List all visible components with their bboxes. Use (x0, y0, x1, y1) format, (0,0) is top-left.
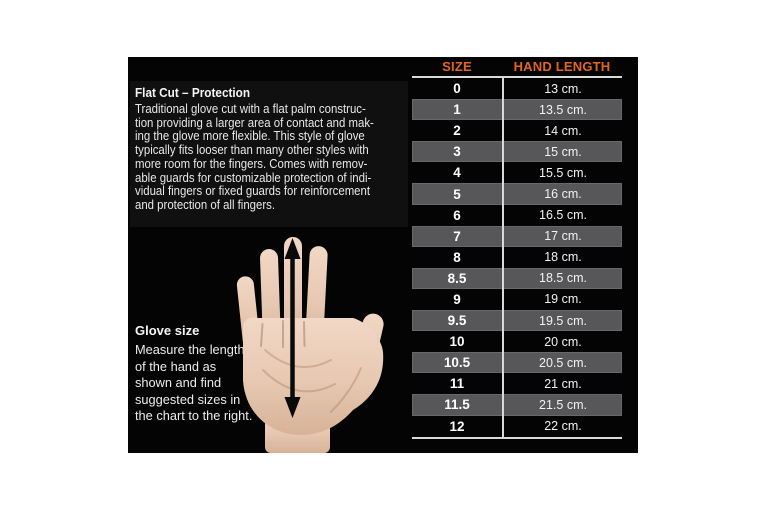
text-line: the chart to the right. (135, 408, 253, 424)
table-row: 3 15 cm. (412, 141, 622, 163)
table-row: 8.5 18.5 cm. (412, 267, 622, 289)
text-line: and protection of all fingers. (135, 197, 276, 212)
size-cell: 4 (453, 165, 461, 181)
hand-shape (236, 237, 384, 453)
size-cell: 6 (453, 207, 461, 223)
hand-length-cell: 15 cm. (502, 141, 622, 163)
measurement-arrow-icon (284, 238, 301, 418)
size-cell: 3 (453, 144, 461, 160)
table-row: 2 14 cm. (412, 120, 622, 142)
table-row: 4 15.5 cm. (412, 162, 622, 184)
table-row: 10.5 20.5 cm. (412, 352, 622, 374)
table-row: 9 19 cm. (412, 288, 622, 311)
table-row: 12 22 cm. (412, 415, 622, 437)
hand-length-cell: 15.5 cm. (502, 162, 622, 184)
table-row: 6 16.5 cm. (412, 204, 622, 226)
size-cell: 9 (453, 291, 461, 307)
hand-length-cell: 22 cm. (502, 415, 622, 437)
size-cell: 8.5 (447, 270, 467, 286)
table-row: 10 20 cm. (412, 331, 622, 353)
hand-length-cell: 17 cm. (502, 225, 622, 247)
table-row: 0 13 cm. (412, 78, 622, 100)
text-line: Traditional glove cut with a flat palm c… (135, 102, 366, 116)
header-size-label: SIZE (442, 59, 472, 74)
size-cell: 11.5 (444, 397, 470, 413)
text-line: Measure the length (135, 342, 245, 357)
table-row: 11 21 cm. (412, 373, 622, 395)
size-cell: 8 (453, 249, 461, 265)
flat-cut-heading: Flat Cut – Protection (135, 85, 251, 100)
hand-length-cell: 20 cm. (502, 331, 622, 353)
size-cell: 10.5 (443, 355, 471, 371)
size-cell: 7 (453, 228, 461, 244)
size-cell: 12 (449, 418, 465, 434)
hand-length-cell: 19.5 cm. (502, 310, 622, 332)
hand-length-cell: 21 cm. (502, 373, 622, 395)
hand-length-cell: 16 cm. (502, 183, 622, 205)
size-table: SIZE HAND LENGTH 0 13 cm. 1 13.5 cm. 2 14 cm.… (412, 57, 622, 439)
size-table-header: SIZE HAND LENGTH (412, 57, 622, 78)
glove-size-heading: Glove size (135, 323, 200, 338)
size-cell: 10 (449, 334, 465, 350)
glove-size-paragraph: Measure the length of the hand as shown an… (135, 342, 275, 425)
flat-cut-background-box (130, 81, 408, 227)
text-line: shown and find (135, 375, 222, 391)
text-line: suggested sizes in (135, 391, 241, 407)
hand-length-cell: 16.5 cm. (502, 204, 622, 226)
size-cell: 11 (449, 376, 465, 392)
text-line: able guards for customizable protection … (135, 170, 372, 185)
hand-length-cell: 20.5 cm. (502, 352, 622, 374)
size-cell: 2 (453, 123, 461, 139)
size-cell: 1 (453, 102, 461, 118)
size-cell: 5 (453, 186, 461, 202)
table-row: 8 18 cm. (412, 246, 622, 268)
text-line: typically fits looser than many other st… (135, 143, 369, 158)
table-row: 5 16 cm. (412, 183, 622, 205)
hand-length-cell: 14 cm. (502, 120, 622, 142)
infographic-panel: Flat Cut – Protection Traditional glove … (128, 57, 638, 453)
table-row: 1 13.5 cm. (412, 99, 622, 121)
hand-illustration-svg (236, 237, 384, 453)
hand-length-cell: 18 cm. (502, 246, 622, 268)
text-line: vidual fingers or fixed guards for reinf… (135, 184, 371, 199)
table-row: 7 17 cm. (412, 225, 622, 247)
text-line: of the hand as (135, 358, 217, 374)
flat-cut-paragraph: Traditional glove cut with a flat palm c… (135, 102, 407, 213)
text-line: more room for the fingers. Comes with re… (135, 156, 368, 171)
size-table-body: 0 13 cm. 1 13.5 cm. 2 14 cm. 3 15 cm. 4 15.5 cm. 5… (412, 78, 622, 439)
hand-length-cell: 19 cm. (502, 288, 622, 311)
size-cell: 0 (453, 81, 461, 97)
hand-length-cell: 13 cm. (502, 78, 622, 100)
text-line: ing the glove more flexible. This style … (135, 129, 365, 144)
text-line: tion providing a larger area of contact … (135, 115, 374, 130)
hand-length-cell: 18.5 cm. (502, 267, 622, 289)
hand-length-cell: 13.5 cm. (502, 99, 622, 121)
header-hand-length-label: HAND LENGTH (513, 59, 611, 74)
hand-length-cell: 21.5 cm. (502, 394, 622, 416)
table-row: 9.5 19.5 cm. (412, 310, 622, 332)
hand-measure-illustration (235, 228, 430, 453)
flat-cut-section: Flat Cut – Protection Traditional glove … (135, 85, 435, 213)
size-cell: 9.5 (447, 313, 467, 329)
glove-size-section: Glove size Measure the length of the hand… (135, 323, 275, 425)
table-row: 11.5 21.5 cm. (412, 394, 622, 416)
